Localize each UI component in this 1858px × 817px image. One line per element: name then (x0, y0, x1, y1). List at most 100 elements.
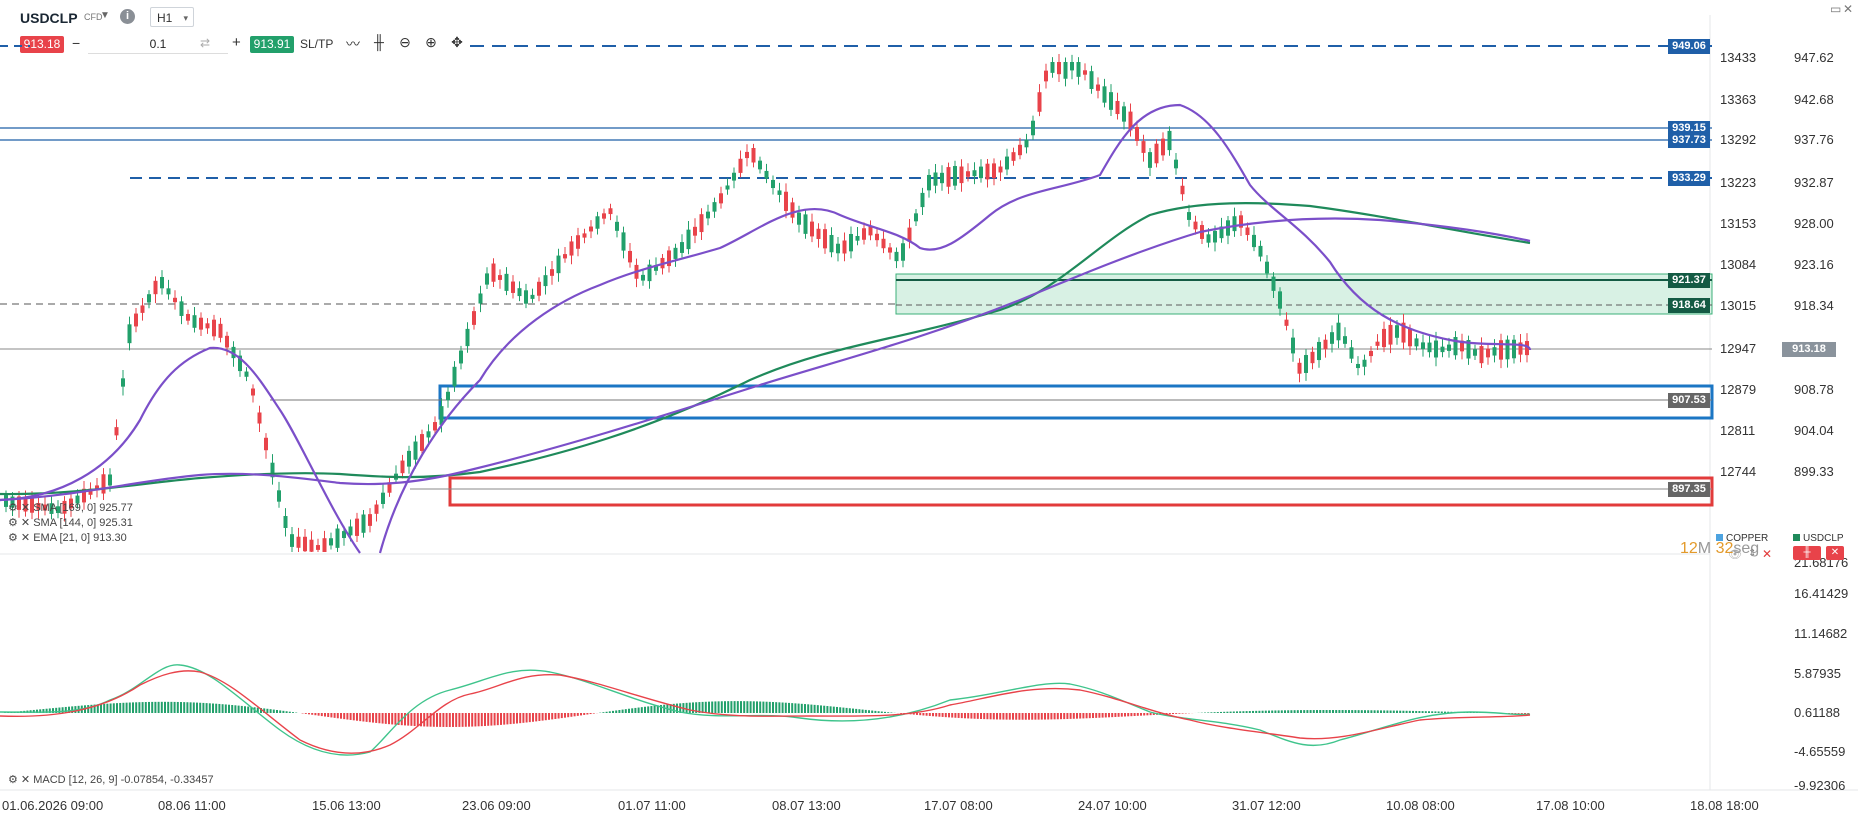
level-tag[interactable]: 907.53 (1668, 393, 1710, 408)
candle-body (127, 324, 132, 344)
macd-histogram-bar (160, 701, 163, 713)
symbol-dropdown-icon[interactable]: ▼ (100, 10, 110, 21)
level-tag[interactable]: 949.06 (1668, 39, 1710, 54)
quantity-input[interactable]: 0.1 (88, 36, 228, 54)
macd-histogram-bar (698, 702, 701, 713)
macd-histogram-bar (711, 701, 714, 713)
window-icon[interactable]: ▭ (1830, 2, 1842, 16)
candle-body (790, 202, 795, 218)
level-tag[interactable]: 921.37 (1668, 273, 1710, 288)
info-icon[interactable]: i (120, 9, 135, 24)
level-tag[interactable]: 918.64 (1668, 298, 1710, 313)
macd-histogram-bar (701, 701, 704, 713)
macd-histogram-bar (868, 710, 870, 713)
candle-body (615, 221, 619, 231)
level-tag[interactable]: 933.29 (1668, 171, 1710, 186)
macd-histogram-bar (468, 713, 470, 727)
candle-body (979, 166, 983, 179)
macd-histogram-bar (1319, 710, 1322, 713)
macd-histogram-bar (1431, 711, 1434, 713)
sell-button[interactable]: 913.18 (20, 36, 64, 53)
macd-histogram-bar (439, 713, 442, 727)
macd-histogram-bar (1338, 710, 1341, 713)
increase-qty-button[interactable]: + (232, 34, 241, 51)
time-axis-label: 01.07 11:00 (618, 798, 686, 813)
zoom-out-icon[interactable]: ⊖ (399, 34, 411, 50)
candle-body (1362, 359, 1367, 367)
macd-histogram-bar (551, 713, 554, 720)
eye-icon[interactable]: 👁 (1728, 549, 1742, 561)
macd-histogram-bar (1172, 713, 1174, 715)
indicator-legend-sma1[interactable]: ⚙ ✕ SMA [169, 0] 925.77 (8, 502, 133, 514)
macd-histogram-bar (448, 713, 451, 727)
indicator-legend-sma2[interactable]: ⚙ ✕ SMA [144, 0] 925.31 (8, 517, 133, 529)
macd-histogram-bar (464, 713, 467, 727)
macd-histogram-bar (807, 704, 810, 713)
candle-body (1070, 62, 1074, 71)
candles-icon[interactable]: ╫ (374, 34, 384, 50)
sltp-button[interactable]: SL/TP (300, 37, 334, 51)
macd-histogram-bar (244, 706, 246, 713)
candle-body (1375, 341, 1380, 346)
macd-histogram-bar (1280, 710, 1283, 713)
macd-histogram-bar (336, 713, 339, 719)
candle-body (693, 226, 697, 236)
candle-body (504, 273, 509, 291)
indicator-legend-ema[interactable]: ⚙ ✕ EMA [21, 0] 913.30 (8, 532, 127, 544)
macd-histogram-bar (416, 713, 419, 727)
candle-body (537, 281, 541, 296)
compare-candles-icon[interactable]: ╫ (1793, 546, 1821, 560)
compare-legend-copper[interactable]: COPPER (1716, 533, 1768, 544)
indicator-legend-macd[interactable]: ⚙ ✕ MACD [12, 26, 9] -0.07854, -0.33457 (8, 774, 214, 786)
macd-histogram-bar (1447, 711, 1450, 713)
candle-body (1356, 363, 1360, 369)
copper-axis-label: 12879 (1720, 382, 1757, 397)
swap-icon[interactable]: ⇄ (200, 36, 211, 50)
candle-body (1050, 62, 1055, 73)
candle-body (641, 274, 645, 281)
compare-legend-usdclp[interactable]: USDCLP (1793, 533, 1844, 544)
macd-histogram-bar (519, 713, 522, 724)
compare-close-icon[interactable]: ✕ (1826, 546, 1844, 560)
macd-histogram-bar (231, 705, 234, 713)
macd-histogram-bar (813, 704, 816, 713)
candle-body (1063, 62, 1068, 79)
zoom-in-icon[interactable]: ⊕ (425, 34, 437, 50)
close-icon[interactable]: ✕ (1843, 2, 1854, 16)
reorder-icon[interactable]: ⇕ (1748, 548, 1757, 559)
candle-body (1245, 227, 1250, 236)
macd-histogram-bar (279, 710, 282, 713)
macd-histogram-bar (90, 704, 93, 713)
level-tag[interactable]: 897.35 (1668, 482, 1710, 497)
candle-body (550, 269, 554, 276)
macd-histogram-bar (522, 713, 525, 723)
macd-histogram-bar (1149, 713, 1152, 716)
macd-histogram-bar (845, 707, 848, 713)
macd-histogram-bar (1415, 710, 1418, 713)
macd-histogram-bar (951, 713, 954, 718)
macd-histogram-bar (874, 710, 877, 713)
level-tag[interactable]: 937.73 (1668, 133, 1710, 148)
instrument-type: CFD (84, 12, 103, 22)
candle-body (1447, 344, 1451, 351)
macd-histogram-bar (228, 704, 230, 713)
macd-histogram-bar (1168, 713, 1171, 715)
candle-body (23, 496, 28, 512)
candle-body (225, 335, 229, 348)
macd-histogram-bar (135, 702, 138, 713)
macd-histogram-bar (1223, 711, 1226, 713)
candle-body (1297, 362, 1302, 374)
symbol-title[interactable]: USDCLP (20, 10, 78, 26)
candle-body (88, 488, 93, 495)
line-tool-icon[interactable]: 〰 (346, 36, 360, 52)
level-tag[interactable]: 939.15 (1668, 121, 1710, 136)
buy-button[interactable]: 913.91 (250, 36, 294, 53)
macd-histogram-bar (224, 704, 227, 713)
decrease-qty-button[interactable]: − (72, 35, 81, 51)
timeframe-select[interactable]: H1 ▾ (150, 7, 194, 27)
price-axis-label: 928.00 (1794, 216, 1834, 231)
crosshair-icon[interactable]: ✥ (451, 34, 463, 50)
remove-compare-icon[interactable]: ✕ (1762, 547, 1773, 561)
macd-histogram-bar (490, 713, 493, 726)
